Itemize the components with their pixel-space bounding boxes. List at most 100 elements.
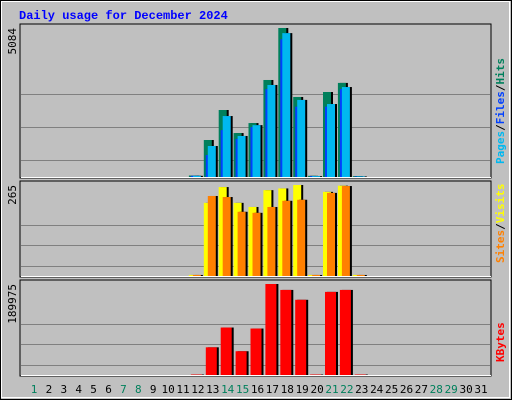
x-tick-label: 27 xyxy=(415,383,428,396)
x-tick-label: 9 xyxy=(150,383,157,396)
bar-group xyxy=(327,192,337,276)
x-tick-label: 26 xyxy=(400,383,413,396)
bar xyxy=(207,145,216,177)
x-tick-label: 19 xyxy=(296,383,309,396)
bar-group xyxy=(192,274,203,276)
bar-group xyxy=(295,299,309,375)
bar xyxy=(356,176,365,177)
bar xyxy=(222,197,231,276)
bar-group xyxy=(282,33,293,177)
legend-entry: Sites xyxy=(494,230,507,263)
bar-group xyxy=(297,199,308,276)
bar xyxy=(282,200,291,276)
legend-entry: Hits xyxy=(494,58,507,85)
legend-separator: / xyxy=(494,223,507,230)
x-tick-label: 6 xyxy=(105,383,112,396)
bar xyxy=(237,135,246,177)
bar xyxy=(297,99,306,177)
bar xyxy=(356,274,365,276)
x-tick-label: 15 xyxy=(236,383,249,396)
x-tick-label: 13 xyxy=(206,383,219,396)
bar-group xyxy=(312,176,323,177)
bar-group xyxy=(312,274,323,276)
x-tick-label: 12 xyxy=(191,383,204,396)
bar xyxy=(327,104,335,177)
bar xyxy=(327,192,335,276)
x-tick-label: 22 xyxy=(340,383,353,396)
legend: Sites/Visits xyxy=(494,184,507,264)
bar-group xyxy=(252,212,263,276)
bar-group xyxy=(327,104,337,177)
bar-group xyxy=(297,99,308,177)
bar xyxy=(235,351,247,375)
bar xyxy=(282,33,291,177)
bar xyxy=(192,175,201,177)
bar-group xyxy=(237,211,248,276)
bar-group xyxy=(356,274,367,276)
bar-group xyxy=(339,289,353,375)
bar xyxy=(267,84,276,177)
bar-group xyxy=(265,284,279,375)
bar-group xyxy=(356,176,367,177)
bar-group xyxy=(237,135,248,177)
x-tick-label: 1 xyxy=(31,383,38,396)
x-tick-label: 8 xyxy=(135,383,142,396)
bar xyxy=(237,211,246,276)
y-tick-label: 189975 xyxy=(6,284,19,324)
bar-group xyxy=(325,291,338,375)
y-tick-label: 265 xyxy=(6,185,19,205)
bar xyxy=(220,327,232,375)
bar xyxy=(312,274,321,276)
bar-group xyxy=(192,175,203,177)
x-tick-label: 3 xyxy=(60,383,67,396)
bar xyxy=(312,176,321,177)
bar-group xyxy=(252,125,263,177)
x-tick-label: 31 xyxy=(474,383,487,396)
x-tick-label: 21 xyxy=(325,383,338,396)
bar xyxy=(295,299,307,375)
bar xyxy=(222,116,231,177)
x-tick-label: 16 xyxy=(251,383,264,396)
x-tick-label: 2 xyxy=(46,383,53,396)
bar-group xyxy=(235,351,249,375)
legend: Pages/Files/Hits xyxy=(494,58,507,164)
bar-group xyxy=(267,206,278,276)
bar xyxy=(252,212,261,276)
x-tick-label: 24 xyxy=(370,383,384,396)
legend: KBytes xyxy=(494,322,507,362)
x-tick-label: 25 xyxy=(385,383,398,396)
bar-group xyxy=(280,289,294,375)
x-tick-label: 20 xyxy=(310,383,323,396)
bar xyxy=(341,87,350,177)
bar xyxy=(252,125,261,177)
x-tick-label: 11 xyxy=(176,383,189,396)
x-tick-label: 29 xyxy=(445,383,458,396)
bar-group xyxy=(220,327,234,375)
bar-group xyxy=(341,87,352,177)
bar xyxy=(339,289,351,375)
bar-group xyxy=(250,328,264,375)
x-tick-label: 18 xyxy=(281,383,294,396)
chart-title: Daily usage for December 2024 xyxy=(19,9,228,23)
bar xyxy=(265,284,277,375)
legend-entry: Pages xyxy=(494,131,507,164)
bar xyxy=(192,274,201,276)
legend-entry: Visits xyxy=(494,184,507,224)
bar-group xyxy=(341,186,352,276)
x-tick-label: 7 xyxy=(120,383,127,396)
bar xyxy=(325,291,336,375)
x-tick-label: 4 xyxy=(75,383,82,396)
x-tick-label: 30 xyxy=(459,383,472,396)
bar xyxy=(250,328,262,375)
bar xyxy=(297,199,306,276)
y-tick-label: 5084 xyxy=(6,28,19,55)
x-tick-label: 17 xyxy=(266,383,279,396)
legend-entry: KBytes xyxy=(494,322,507,362)
x-tick-label: 28 xyxy=(430,383,443,396)
bar-group xyxy=(267,84,278,177)
bar-group xyxy=(207,195,218,276)
legend-separator: / xyxy=(494,84,507,91)
bar-group xyxy=(205,347,219,375)
